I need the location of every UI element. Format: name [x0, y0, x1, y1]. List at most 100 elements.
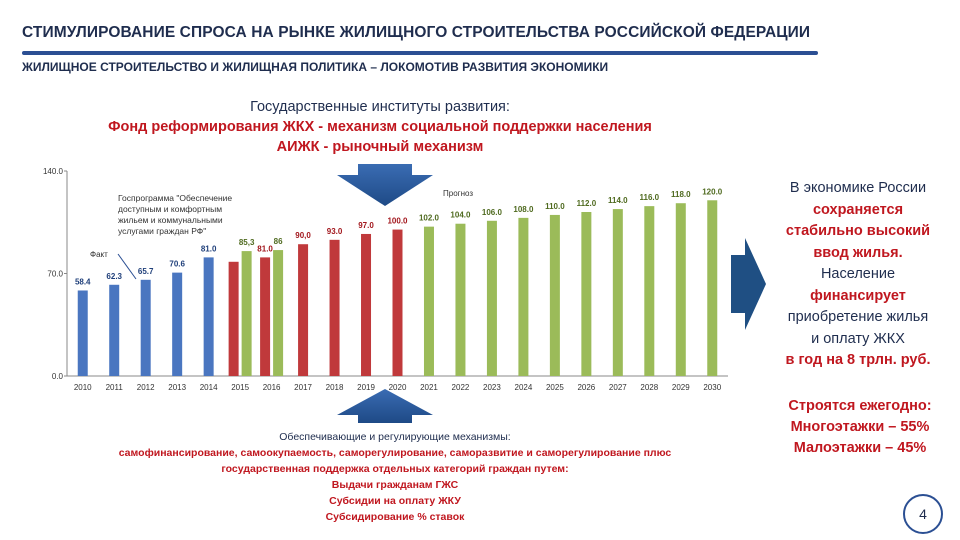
institutions-aijk: АИЖК - рыночный механизм [276, 139, 484, 155]
institutions-fund: Фонд реформирования ЖКХ - механизм социа… [108, 119, 652, 135]
builds-line: Многоэтажки – 55% [790, 419, 930, 435]
program-annotation-line: жильем и коммунальными [118, 215, 223, 225]
bar-2027 [612, 209, 623, 376]
data-label: 112.0 [577, 199, 597, 208]
institutions-heading: Государственные институты развития: [250, 99, 510, 115]
bar-2016 [273, 250, 284, 376]
data-label: 62.3 [106, 272, 122, 281]
x-tick-label: 2018 [326, 383, 344, 392]
bar-2010 [77, 290, 88, 376]
program-annotation: Госпрограмма "Обеспечение доступным и ко… [118, 193, 278, 237]
mechanism-item: Выдачи гражданам ГЖС [331, 479, 459, 491]
x-tick-label: 2016 [263, 383, 281, 392]
bar-2020 [392, 229, 403, 376]
data-label: 58.4 [75, 277, 91, 286]
data-label: 81.0 [201, 244, 217, 253]
forecast-annotation: Прогноз [443, 189, 473, 198]
data-label: 81.0 [257, 244, 273, 253]
data-label: 120.0 [702, 187, 723, 196]
right-arrow-icon [731, 238, 766, 330]
y-tick-label: 140.0 [43, 167, 64, 176]
summary-line: сохраняется [812, 201, 904, 218]
x-tick-label: 2029 [672, 383, 690, 392]
bar-2015 [228, 261, 239, 376]
bar-2023 [486, 220, 497, 376]
x-tick-label: 2023 [483, 383, 501, 392]
x-tick-label: 2012 [137, 383, 155, 392]
data-label: 70.6 [169, 260, 185, 269]
data-label: 108.0 [513, 205, 534, 214]
summary-line: В экономике России [789, 180, 927, 196]
summary-line: ввод жилья. [813, 244, 903, 261]
bar-2025 [549, 214, 560, 376]
data-label: 116.0 [640, 193, 660, 202]
x-tick-label: 2021 [420, 383, 438, 392]
data-label: 114.0 [608, 196, 628, 205]
bar-2028 [644, 206, 655, 376]
page-number: 4 [903, 494, 943, 534]
summary-line: стабильно высокий [785, 223, 931, 239]
y-tick-label: 70.0 [47, 270, 63, 279]
fact-pointer-line [117, 253, 137, 280]
builds-line: Малоэтажки – 45% [793, 440, 927, 456]
data-label: 104.0 [450, 211, 471, 220]
x-tick-label: 2014 [200, 383, 218, 392]
summary-line: и оплату ЖКХ [811, 330, 905, 347]
bar-2017 [298, 244, 309, 376]
economy-summary: В экономике России сохраняется стабильно… [770, 178, 946, 372]
mechanisms-list: самофинансирование, самоокупаемость, сам… [118, 447, 672, 459]
bar-2011 [109, 284, 120, 376]
fact-annotation: Факт [90, 250, 108, 259]
x-tick-label: 2013 [168, 383, 186, 392]
data-label: 102.0 [419, 214, 440, 223]
bar-2018 [329, 239, 340, 376]
data-label: 65.7 [138, 267, 154, 276]
bar-2015 [241, 251, 252, 376]
mechanisms-support: государственная поддержка отдельных кате… [221, 463, 569, 475]
data-label: 93.0 [327, 227, 343, 236]
x-tick-label: 2015 [231, 383, 249, 392]
bar-2021 [423, 226, 434, 376]
bar-2013 [172, 272, 183, 376]
mechanism-item: Субсидирование % ставок [325, 511, 465, 523]
annual-construction: Строятся ежегодно: Многоэтажки – 55% Мал… [772, 396, 948, 459]
bar-2014 [203, 257, 214, 376]
x-tick-label: 2020 [389, 383, 407, 392]
data-label: 90,0 [295, 231, 311, 240]
bar-2012 [140, 279, 151, 376]
x-tick-label: 2024 [515, 383, 533, 392]
x-tick-label: 2010 [74, 383, 92, 392]
x-tick-label: 2019 [357, 383, 375, 392]
mechanisms-heading: Обеспечивающие и регулирующие механизмы: [279, 431, 511, 443]
data-label: 86 [274, 237, 283, 246]
x-tick-label: 2011 [106, 383, 124, 392]
program-annotation-line: доступным и комфортным [118, 204, 223, 214]
program-annotation-line: Госпрограмма "Обеспечение [118, 193, 233, 203]
bar-2026 [581, 212, 592, 376]
title-underline [22, 51, 818, 55]
summary-line: Население [820, 266, 896, 282]
x-tick-label: 2027 [609, 383, 627, 392]
down-arrow-icon [337, 164, 433, 206]
up-arrow-icon [337, 389, 433, 423]
slide-title: СТИМУЛИРОВАНИЕ СПРОСА НА РЫНКЕ ЖИЛИЩНОГО… [22, 24, 811, 41]
bar-2016 [260, 257, 271, 376]
data-label: 118.0 [671, 190, 691, 199]
data-label: 100.0 [387, 217, 408, 226]
data-label: 110.0 [545, 202, 565, 211]
x-tick-label: 2022 [452, 383, 470, 392]
x-tick-label: 2025 [546, 383, 564, 392]
summary-line: в год на 8 трлн. руб. [785, 352, 931, 368]
slide-subtitle: ЖИЛИЩНОЕ СТРОИТЕЛЬСТВО И ЖИЛИЩНАЯ ПОЛИТИ… [22, 60, 609, 74]
x-tick-label: 2026 [577, 383, 595, 392]
bar-2029 [675, 203, 686, 376]
bar-2030 [707, 200, 718, 376]
data-label: 97.0 [358, 221, 374, 230]
summary-line: приобретение жилья [787, 309, 929, 325]
x-tick-label: 2017 [294, 383, 312, 392]
x-tick-label: 2030 [703, 383, 721, 392]
bar-2019 [361, 233, 372, 376]
bar-2024 [518, 217, 529, 376]
data-label: 85,3 [239, 238, 255, 247]
